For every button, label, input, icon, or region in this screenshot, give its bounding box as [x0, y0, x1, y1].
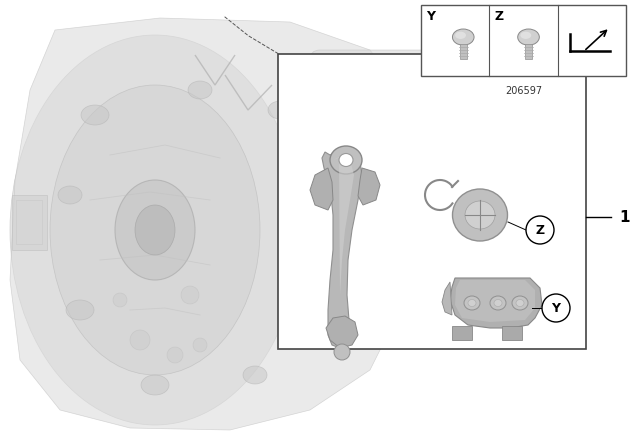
Ellipse shape: [81, 105, 109, 125]
Bar: [278, 54, 586, 349]
Polygon shape: [455, 280, 535, 322]
Ellipse shape: [452, 29, 474, 45]
Ellipse shape: [465, 201, 495, 229]
Circle shape: [193, 338, 207, 352]
Ellipse shape: [512, 296, 528, 310]
Ellipse shape: [330, 146, 362, 174]
Text: 206597: 206597: [505, 86, 542, 96]
Polygon shape: [333, 156, 354, 295]
Polygon shape: [358, 168, 380, 205]
Circle shape: [542, 294, 570, 322]
Ellipse shape: [115, 180, 195, 280]
Text: 1: 1: [620, 210, 630, 225]
Circle shape: [113, 293, 127, 307]
Text: Y: Y: [552, 302, 561, 314]
Ellipse shape: [58, 186, 82, 204]
Ellipse shape: [188, 81, 212, 99]
Circle shape: [334, 344, 350, 360]
Ellipse shape: [490, 296, 506, 310]
Ellipse shape: [455, 32, 466, 39]
Ellipse shape: [516, 300, 524, 306]
Circle shape: [526, 216, 554, 244]
Ellipse shape: [339, 154, 353, 167]
Polygon shape: [450, 278, 542, 328]
Bar: [525, 44, 532, 59]
Circle shape: [181, 286, 199, 304]
Ellipse shape: [520, 32, 531, 39]
Bar: [16, 200, 42, 244]
Bar: [390, 70, 455, 118]
Ellipse shape: [66, 300, 94, 320]
Bar: [502, 326, 522, 340]
Circle shape: [130, 330, 150, 350]
FancyBboxPatch shape: [310, 50, 510, 270]
Bar: [452, 326, 472, 340]
Ellipse shape: [50, 85, 260, 375]
Ellipse shape: [298, 301, 322, 319]
Polygon shape: [322, 150, 362, 348]
Ellipse shape: [494, 300, 502, 306]
Ellipse shape: [452, 189, 508, 241]
Text: Y: Y: [426, 10, 435, 23]
Bar: [460, 44, 467, 59]
Ellipse shape: [243, 366, 267, 384]
Bar: [395, 75, 450, 113]
Circle shape: [167, 347, 183, 363]
Ellipse shape: [268, 101, 292, 119]
Ellipse shape: [340, 73, 370, 108]
Bar: [12, 195, 47, 250]
Polygon shape: [310, 168, 333, 210]
Polygon shape: [10, 18, 420, 430]
Polygon shape: [326, 316, 358, 348]
Ellipse shape: [430, 70, 490, 250]
Ellipse shape: [135, 205, 175, 255]
Bar: [421, 5, 626, 76]
Text: Z: Z: [536, 224, 545, 237]
Ellipse shape: [518, 29, 540, 45]
Ellipse shape: [10, 35, 300, 425]
Polygon shape: [442, 282, 452, 315]
Ellipse shape: [464, 296, 480, 310]
Ellipse shape: [141, 375, 169, 395]
Ellipse shape: [468, 300, 476, 306]
Ellipse shape: [318, 186, 342, 204]
Text: Z: Z: [494, 10, 504, 23]
